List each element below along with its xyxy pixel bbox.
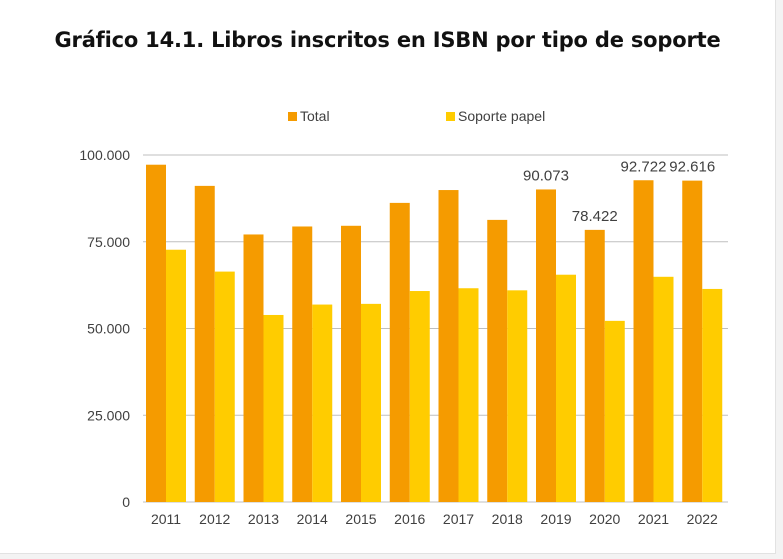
- bar-soporte-papel: [507, 290, 528, 502]
- bar-soporte-papel: [214, 271, 235, 502]
- bar-total: [389, 202, 410, 503]
- bar-total: [487, 219, 508, 502]
- bar-total: [243, 234, 264, 502]
- bar-total: [584, 229, 605, 502]
- bar-total: [633, 180, 654, 503]
- x-tick-label: 2017: [443, 511, 474, 527]
- y-tick-label: 75.000: [87, 234, 130, 250]
- legend-swatch-total: [288, 112, 297, 121]
- bar-soporte-papel: [361, 303, 381, 502]
- data-label: 90.073: [523, 167, 569, 184]
- chart-title: Gráfico 14.1. Libros inscritos en ISBN p…: [54, 28, 721, 52]
- data-label: 92.722: [621, 158, 667, 175]
- legend-label-soporte-papel: Soporte papel: [458, 108, 545, 124]
- bar-total: [146, 164, 166, 502]
- bar-total: [292, 226, 313, 502]
- bar-soporte-papel: [653, 276, 674, 502]
- x-tick-label: 2019: [540, 511, 571, 527]
- bar-soporte-papel: [312, 304, 333, 502]
- bar-total: [194, 185, 215, 502]
- bar-chart: 0 25.000 50.000 75.000 100.000 2011 2012 2013 20…: [79, 108, 728, 527]
- x-tick-label: 2020: [589, 511, 620, 527]
- data-label: 78.422: [572, 208, 618, 225]
- x-tick-label: 2021: [638, 511, 669, 527]
- bar-total: [682, 180, 703, 502]
- bar-soporte-papel: [409, 291, 430, 502]
- x-tick-label: 2016: [394, 511, 425, 527]
- x-tick-label: 2018: [492, 511, 523, 527]
- bar-soporte-papel: [166, 249, 186, 502]
- legend-swatch-soporte-papel: [446, 112, 455, 121]
- bar-total: [438, 190, 459, 502]
- legend-label-total: Total: [300, 108, 330, 124]
- y-tick-label: 0: [122, 494, 130, 510]
- x-tick-label: 2022: [687, 511, 718, 527]
- bar-total: [341, 225, 361, 502]
- x-tick-label: 2014: [297, 511, 328, 527]
- y-tick-label: 100.000: [79, 147, 130, 163]
- y-tick-label: 25.000: [87, 407, 130, 423]
- x-tick-label: 2012: [199, 511, 230, 527]
- bar-soporte-papel: [458, 288, 479, 502]
- y-tick-label: 50.000: [87, 321, 130, 337]
- x-tick-label: 2013: [248, 511, 279, 527]
- bar-soporte-papel: [702, 288, 723, 502]
- bar-soporte-papel: [263, 314, 284, 502]
- x-tick-label: 2015: [345, 511, 376, 527]
- bar-total: [536, 189, 556, 502]
- bar-soporte-papel: [556, 274, 576, 502]
- data-label: 92.616: [669, 159, 715, 176]
- bar-soporte-papel: [604, 320, 625, 502]
- x-tick-label: 2011: [151, 511, 181, 527]
